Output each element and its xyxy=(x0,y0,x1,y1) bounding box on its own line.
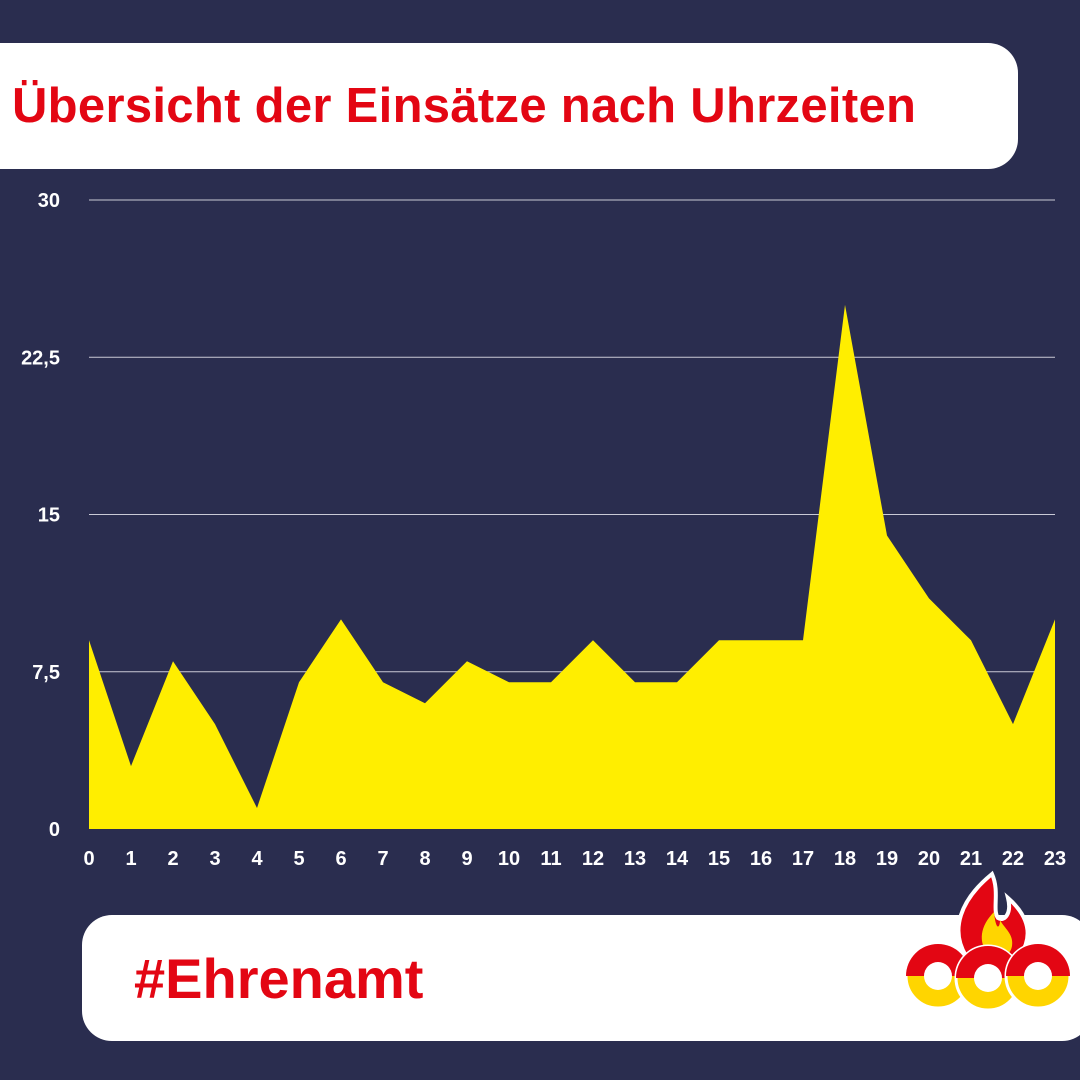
x-tick-label: 10 xyxy=(498,848,520,870)
y-tick-label: 7,5 xyxy=(32,662,60,684)
y-tick-label: 0 xyxy=(49,819,60,841)
x-tick-label: 5 xyxy=(293,848,304,870)
x-tick-label: 1 xyxy=(125,848,136,870)
x-tick-label: 0 xyxy=(83,848,94,870)
x-tick-label: 23 xyxy=(1044,848,1066,870)
x-tick-label: 15 xyxy=(708,848,730,870)
x-tick-label: 18 xyxy=(834,848,856,870)
area-series xyxy=(89,304,1055,829)
page-title: Übersicht der Einsätze nach Uhrzeiten xyxy=(12,79,917,133)
title-banner: Übersicht der Einsätze nach Uhrzeiten xyxy=(0,43,1018,169)
x-tick-label: 3 xyxy=(209,848,220,870)
x-tick-label: 22 xyxy=(1002,848,1024,870)
x-tick-label: 13 xyxy=(624,848,646,870)
x-tick-label: 9 xyxy=(461,848,472,870)
x-tick-label: 20 xyxy=(918,848,940,870)
x-tick-label: 16 xyxy=(750,848,772,870)
x-tick-label: 21 xyxy=(960,848,982,870)
y-tick-label: 22,5 xyxy=(21,347,60,369)
x-tick-label: 4 xyxy=(251,848,263,870)
x-tick-label: 19 xyxy=(876,848,898,870)
x-tick-label: 17 xyxy=(792,848,814,870)
x-tick-label: 8 xyxy=(419,848,430,870)
hashtag-label: #Ehrenamt xyxy=(134,946,424,1010)
x-tick-label: 7 xyxy=(377,848,388,870)
x-tick-label: 12 xyxy=(582,848,604,870)
fire-department-logo-icon xyxy=(904,870,1072,1012)
x-tick-label: 14 xyxy=(666,848,689,870)
x-tick-label: 6 xyxy=(335,848,346,870)
y-tick-label: 30 xyxy=(38,190,60,212)
x-tick-label: 11 xyxy=(540,848,561,870)
x-tick-label: 2 xyxy=(167,848,178,870)
y-tick-label: 15 xyxy=(38,505,60,527)
